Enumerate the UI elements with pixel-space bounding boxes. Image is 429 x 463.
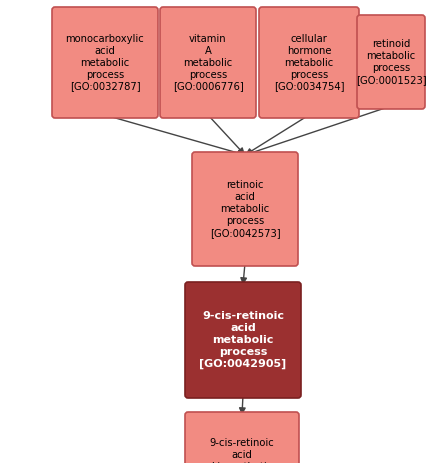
FancyBboxPatch shape <box>185 282 301 398</box>
Text: retinoid
metabolic
process
[GO:0001523]: retinoid metabolic process [GO:0001523] <box>356 39 426 85</box>
FancyBboxPatch shape <box>259 7 359 118</box>
FancyBboxPatch shape <box>160 7 256 118</box>
Text: retinoic
acid
metabolic
process
[GO:0042573]: retinoic acid metabolic process [GO:0042… <box>210 180 280 238</box>
FancyBboxPatch shape <box>185 412 299 463</box>
FancyBboxPatch shape <box>52 7 158 118</box>
FancyBboxPatch shape <box>357 15 425 109</box>
Text: 9-cis-retinoic
acid
biosynthetic
process
[GO:0042904]: 9-cis-retinoic acid biosynthetic process… <box>207 438 277 463</box>
Text: 9-cis-retinoic
acid
metabolic
process
[GO:0042905]: 9-cis-retinoic acid metabolic process [G… <box>199 311 287 369</box>
FancyBboxPatch shape <box>192 152 298 266</box>
Text: monocarboxylic
acid
metabolic
process
[GO:0032787]: monocarboxylic acid metabolic process [G… <box>66 33 145 92</box>
Text: cellular
hormone
metabolic
process
[GO:0034754]: cellular hormone metabolic process [GO:0… <box>274 33 344 92</box>
Text: vitamin
A
metabolic
process
[GO:0006776]: vitamin A metabolic process [GO:0006776] <box>172 33 243 92</box>
